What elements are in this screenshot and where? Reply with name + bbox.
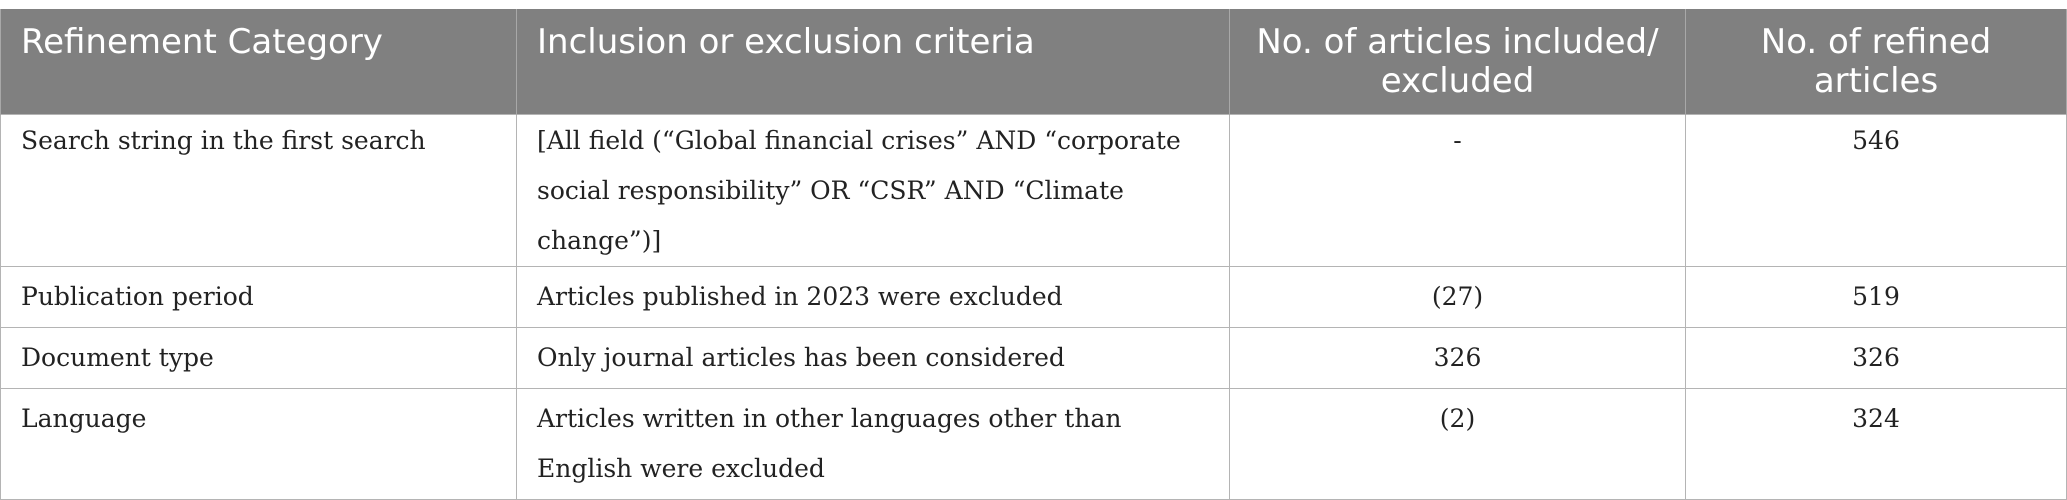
table-header: Refinement Category Inclusion or exclusi… — [0, 9, 2067, 115]
cell-criteria: Only journal articles has been considere… — [516, 327, 1230, 389]
cell-refined: 324 — [1685, 388, 2067, 500]
header-articles-included-excluded: No. of articles included/ excluded — [1229, 9, 1686, 115]
cell-category: Document type — [0, 327, 517, 389]
cell-criteria: Articles written in other languages othe… — [516, 388, 1230, 500]
cell-refined: 326 — [1685, 327, 2067, 389]
table-row: Document type Only journal articles has … — [0, 327, 2067, 389]
cell-category: Search string in the first search — [0, 114, 517, 267]
cell-included-excluded: (27) — [1229, 266, 1686, 328]
cell-included-excluded: (2) — [1229, 388, 1686, 500]
refinement-table-container: Refinement Category Inclusion or exclusi… — [0, 9, 2067, 500]
header-criteria: Inclusion or exclusion criteria — [516, 9, 1230, 115]
cell-criteria: Articles published in 2023 were excluded — [516, 266, 1230, 328]
cell-category: Publication period — [0, 266, 517, 328]
header-refinement-category: Refinement Category — [0, 9, 517, 115]
cell-category: Language — [0, 388, 517, 500]
cell-refined: 546 — [1685, 114, 2067, 267]
header-refined-articles: No. of refined articles — [1685, 9, 2067, 115]
cell-refined: 519 — [1685, 266, 2067, 328]
cell-included-excluded: - — [1229, 114, 1686, 267]
table-row: Language Articles written in other langu… — [0, 388, 2067, 500]
cell-included-excluded: 326 — [1229, 327, 1686, 389]
refinement-table: Refinement Category Inclusion or exclusi… — [0, 9, 2067, 500]
table-body: Search string in the first search [All f… — [0, 114, 2067, 500]
table-row: Publication period Articles published in… — [0, 266, 2067, 328]
table-row: Search string in the first search [All f… — [0, 114, 2067, 267]
cell-criteria: [All field (“Global financial crises” AN… — [516, 114, 1230, 267]
header-row: Refinement Category Inclusion or exclusi… — [0, 9, 2067, 115]
